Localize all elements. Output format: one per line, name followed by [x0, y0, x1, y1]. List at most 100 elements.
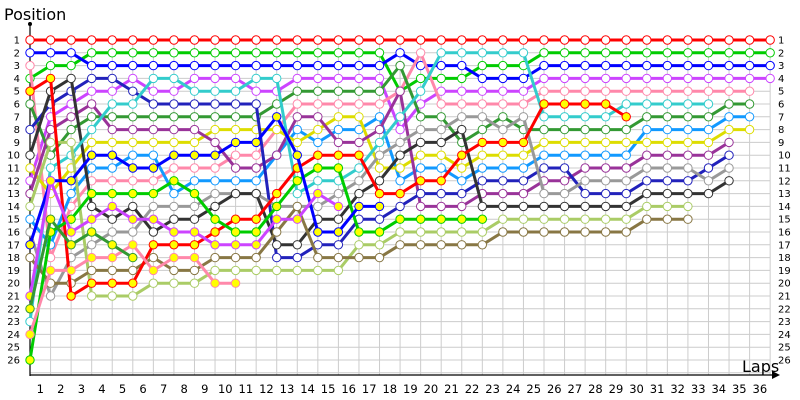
data-point: [210, 265, 220, 276]
data-point: [354, 201, 364, 212]
data-point: [477, 35, 488, 45]
x-tick-label: 8: [181, 382, 188, 396]
data-point: [662, 73, 673, 84]
data-point: [230, 252, 241, 263]
data-point: [169, 73, 179, 84]
data-point: [313, 150, 323, 160]
y-tick-label: 2: [14, 48, 20, 59]
data-point: [600, 99, 611, 109]
x-tick-labels: 1 2 3 4 5 6 7 8 9 10 11 12 13 14 15 16 17 18 19 20 21 22 23 24 2…: [37, 382, 768, 396]
data-point: [128, 150, 138, 160]
data-point: [683, 214, 693, 224]
data-point: [662, 163, 673, 173]
data-point: [107, 227, 117, 237]
data-point: [539, 150, 549, 160]
data-point: [621, 99, 631, 109]
data-point: [189, 227, 200, 237]
y-tick-label: 5: [14, 87, 20, 98]
data-point: [354, 86, 364, 96]
series-20: [25, 240, 241, 340]
y-tick-label: 26: [778, 356, 791, 367]
series-6: [25, 60, 755, 160]
data-point: [518, 150, 529, 160]
data-point: [251, 60, 261, 71]
data-point: [148, 124, 159, 135]
data-point: [107, 240, 117, 250]
data-point: [559, 150, 570, 160]
data-point: [210, 163, 220, 173]
data-point: [744, 73, 755, 84]
data-point: [600, 86, 611, 96]
data-point: [107, 150, 117, 160]
data-point: [498, 137, 508, 148]
data-point: [703, 188, 714, 199]
data-point: [683, 73, 693, 84]
data-point: [333, 137, 344, 148]
data-point: [642, 214, 652, 224]
data-point: [272, 112, 282, 122]
x-axis-arrow: [772, 371, 780, 379]
data-point: [683, 60, 693, 71]
data-point: [292, 124, 302, 135]
series-line: [28, 179, 340, 297]
data-point: [436, 112, 446, 122]
series-21: [25, 214, 138, 314]
data-point: [683, 201, 693, 212]
data-point: [662, 60, 673, 71]
data-point: [128, 60, 138, 71]
data-point: [148, 214, 159, 224]
data-point: [169, 240, 179, 250]
data-point: [128, 252, 138, 263]
data-point: [169, 60, 179, 71]
data-point: [169, 188, 179, 199]
data-point: [724, 35, 734, 45]
data-point: [662, 214, 673, 224]
data-point: [25, 329, 35, 340]
data-point: [189, 163, 200, 173]
data-point: [621, 35, 631, 45]
data-point: [148, 201, 159, 212]
data-point: [395, 188, 405, 199]
data-point: [395, 60, 405, 71]
data-point: [148, 99, 159, 109]
y-tick-label: 7: [14, 112, 20, 123]
data-point: [374, 99, 385, 109]
data-point: [292, 240, 302, 250]
data-point: [86, 201, 97, 212]
data-point: [395, 86, 405, 96]
data-point: [333, 112, 344, 122]
data-point: [642, 99, 652, 109]
y-tick-label: 24: [7, 330, 20, 341]
data-point: [189, 137, 200, 148]
data-point: [683, 188, 693, 199]
data-point: [621, 163, 631, 173]
data-point: [148, 35, 159, 45]
data-point: [559, 48, 570, 58]
data-point: [395, 240, 405, 250]
data-point: [189, 35, 200, 45]
data-point: [354, 73, 364, 84]
data-point: [457, 35, 467, 45]
y-tick-label: 18: [778, 253, 791, 264]
data-point: [313, 227, 323, 237]
data-point: [169, 252, 179, 263]
data-point: [210, 150, 220, 160]
data-point: [169, 35, 179, 45]
data-point: [683, 99, 693, 109]
data-point: [128, 201, 138, 212]
data-point: [148, 137, 159, 148]
data-point: [272, 124, 282, 135]
y-tick-label: 19: [778, 266, 791, 277]
data-point: [703, 35, 714, 45]
data-point: [66, 176, 76, 186]
y-tick-label: 8: [14, 125, 20, 136]
data-point: [272, 35, 282, 45]
x-tick-label: 29: [609, 382, 624, 396]
data-point: [703, 99, 714, 109]
data-point: [415, 35, 426, 45]
y-tick-label: 17: [778, 240, 791, 251]
data-point: [477, 201, 488, 212]
data-point: [148, 112, 159, 122]
data-point: [621, 112, 631, 122]
data-point: [354, 60, 364, 71]
